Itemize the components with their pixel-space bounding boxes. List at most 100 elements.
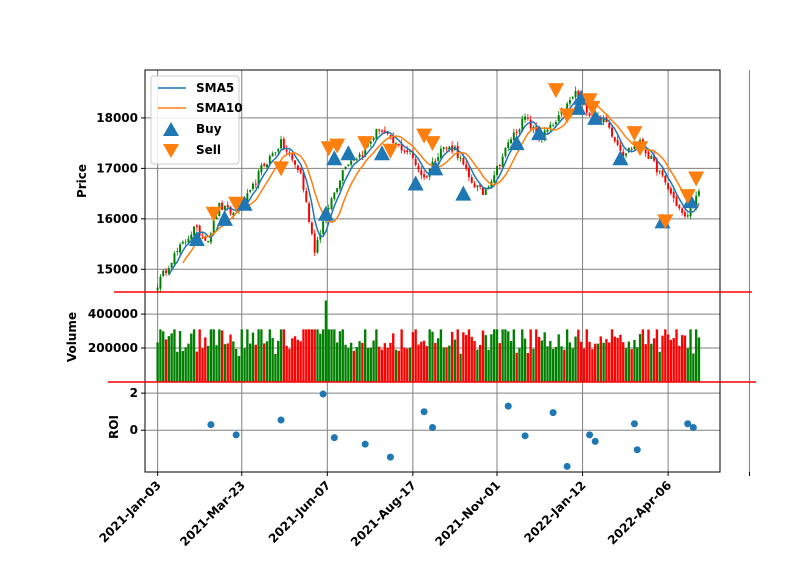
volume-bar xyxy=(431,331,434,382)
sell-marker xyxy=(382,143,399,159)
volume-bar xyxy=(302,329,305,382)
volume-bar xyxy=(333,329,336,382)
candle-body xyxy=(568,99,571,104)
volume-bar xyxy=(237,356,241,382)
buy-marker xyxy=(236,195,253,211)
candle-body xyxy=(369,141,372,144)
volume-bar xyxy=(624,348,628,382)
candle-body xyxy=(504,147,507,157)
candle-body xyxy=(661,170,664,176)
volume-bar xyxy=(392,333,395,382)
volume-bar xyxy=(456,329,459,382)
candle-body xyxy=(341,170,344,181)
volume-bar xyxy=(636,347,639,382)
axis-ticks: 2021-Jan-03 2021-Mar-23 2021-Jun-07 2021-Au… xyxy=(88,111,750,549)
volume-bar xyxy=(692,353,695,382)
buy-marker xyxy=(587,109,604,125)
volume-bar xyxy=(209,329,213,382)
candle-body xyxy=(313,233,316,253)
volume-bar xyxy=(490,334,493,382)
candle-body xyxy=(195,225,198,228)
volume-bar xyxy=(330,329,333,382)
candle-body xyxy=(439,148,442,159)
candle-body xyxy=(493,175,496,183)
candle-body xyxy=(361,155,364,157)
volume-bar xyxy=(532,348,535,382)
sma-line-sma5 xyxy=(168,96,700,276)
candle-body xyxy=(602,117,605,123)
volume-bar xyxy=(596,343,600,382)
candle-body xyxy=(406,150,409,153)
candle-body xyxy=(529,119,532,129)
volume-bar xyxy=(268,329,271,382)
volume-bar xyxy=(288,348,291,382)
volume-bar xyxy=(650,343,653,382)
candle-body xyxy=(571,97,574,99)
candle-body xyxy=(445,147,448,149)
candle-body xyxy=(633,146,636,149)
candle-body xyxy=(179,244,182,253)
candle-body xyxy=(535,125,538,135)
volume-bar xyxy=(588,341,591,382)
volume-bar xyxy=(389,342,392,382)
candle-body xyxy=(291,154,294,160)
volume-bar xyxy=(574,336,577,382)
volume-bar xyxy=(375,329,378,382)
roi-point xyxy=(586,431,594,439)
volume-bar xyxy=(577,329,580,382)
volume-bar xyxy=(669,339,673,382)
candle-body xyxy=(223,205,226,210)
price-axis-label: Price xyxy=(75,164,89,198)
roi-point xyxy=(633,446,641,454)
candle-body xyxy=(482,187,484,195)
roi-point xyxy=(591,437,599,445)
x-tick-label: 2021-Aug-17 xyxy=(348,478,419,549)
volume-bar xyxy=(434,342,437,382)
candle-body xyxy=(395,143,398,144)
volume-bar xyxy=(296,339,300,382)
volume-bar xyxy=(479,344,482,382)
candle-body xyxy=(546,129,549,132)
candle-body xyxy=(277,149,280,152)
candle-body xyxy=(498,164,501,167)
candle-body xyxy=(552,125,555,127)
volume-bar xyxy=(630,349,633,382)
candle-body xyxy=(695,195,698,209)
volume-bar xyxy=(271,337,274,382)
candle-body xyxy=(336,188,339,193)
candle-body xyxy=(524,116,527,120)
buy-marker xyxy=(682,193,699,209)
sell-marker xyxy=(584,100,601,116)
volume-bar xyxy=(274,353,277,382)
candle-body xyxy=(165,270,168,274)
volume-bar xyxy=(551,349,555,382)
volume-bar xyxy=(355,346,358,382)
candle-body xyxy=(616,140,619,145)
roi-point xyxy=(549,409,557,417)
volume-bar xyxy=(425,346,429,382)
roi-axis-label: ROI xyxy=(107,415,121,439)
volume-bar xyxy=(386,347,389,382)
volume-bar xyxy=(655,329,659,382)
candle-body xyxy=(479,184,482,187)
candle-body xyxy=(484,189,487,196)
volume-bar xyxy=(324,300,328,382)
candle-body xyxy=(254,183,257,185)
candle-body xyxy=(423,174,426,178)
volume-bar xyxy=(557,334,560,382)
candle-body xyxy=(510,139,513,144)
candle-body xyxy=(308,203,311,222)
candle-body xyxy=(266,164,268,168)
candle-body xyxy=(252,183,254,190)
volume-bar xyxy=(282,329,286,382)
volume-bar xyxy=(554,346,558,382)
candle-body xyxy=(156,287,159,291)
candle-body xyxy=(467,167,470,178)
volume-bar xyxy=(257,329,260,382)
volume-bar xyxy=(521,329,524,382)
volume-bar xyxy=(167,336,171,382)
volume-bar xyxy=(218,329,221,382)
volume-bar xyxy=(293,336,297,382)
volume-bar xyxy=(666,334,670,382)
